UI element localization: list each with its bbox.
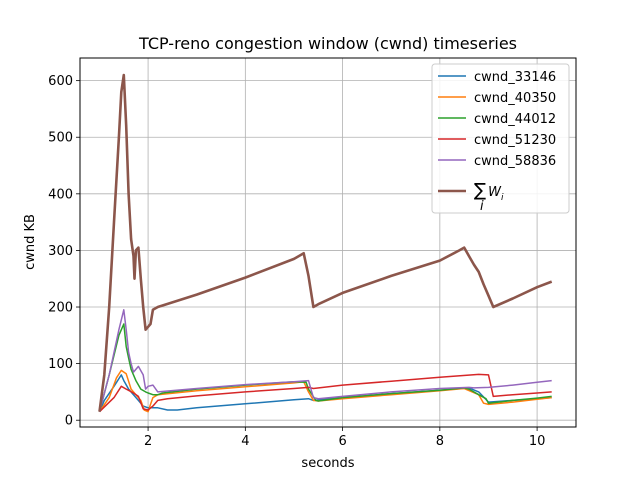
series-line-cwnd_33146 [98, 374, 552, 412]
plot-frame [79, 57, 577, 428]
legend-label-sum-index: i [480, 199, 484, 214]
x-tick-label: 2 [144, 434, 152, 449]
legend-label-cwnd_51230: cwnd_51230 [474, 133, 556, 148]
series-layer [98, 73, 553, 413]
y-tick-label: 600 [48, 74, 73, 89]
legend: cwnd_33146 cwnd_40350 cwnd_44012 cwnd_51230… [431, 63, 570, 214]
legend-box [431, 63, 570, 214]
legend-label-cwnd_40350: cwnd_40350 [474, 91, 556, 106]
chart-title: TCP-reno congestion window (cwnd) timese… [138, 34, 517, 53]
x-axis-label: seconds [301, 456, 354, 471]
legend-label-sum: ∑ Wi [474, 180, 504, 203]
series-line-cwnd_51230 [98, 373, 552, 413]
y-tick-label: 0 [65, 414, 73, 429]
x-tick-label: 10 [529, 434, 546, 449]
legend-label-cwnd_33146: cwnd_33146 [474, 70, 556, 85]
x-tick-label: 4 [241, 434, 249, 449]
y-tick-label: 200 [48, 301, 73, 316]
y-tick-label: 500 [48, 131, 73, 146]
y-tick-label: 300 [48, 244, 73, 259]
y-axis-label: cwnd KB [23, 214, 38, 270]
y-tick-label: 400 [48, 187, 73, 202]
x-tick-label: 6 [338, 434, 346, 449]
series-line-cwnd_58836 [98, 309, 552, 412]
x-tick-label: 8 [436, 434, 444, 449]
series-line-sum [98, 73, 553, 412]
y-tick-label: 100 [48, 357, 73, 372]
legend-label-cwnd_44012: cwnd_44012 [474, 112, 556, 127]
series-line-cwnd_40350 [98, 369, 552, 413]
legend-label-cwnd_58836: cwnd_58836 [474, 154, 556, 169]
